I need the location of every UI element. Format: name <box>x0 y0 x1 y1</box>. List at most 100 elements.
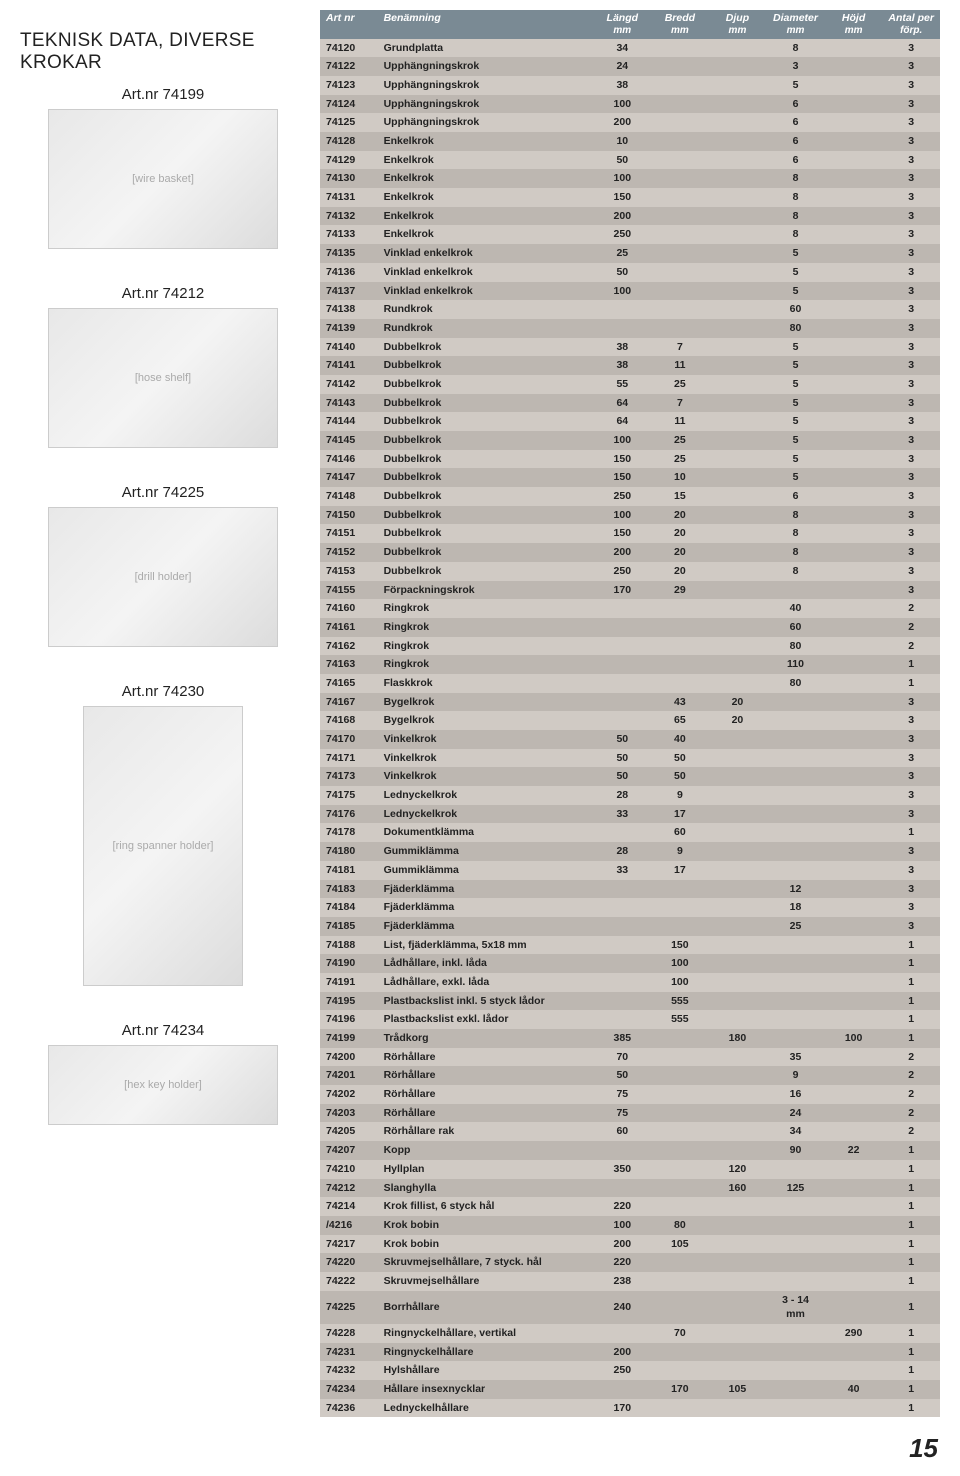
table-cell <box>709 767 767 786</box>
table-cell: Hyllplan <box>378 1160 594 1179</box>
table-cell: 9 <box>651 786 709 805</box>
table-cell <box>825 95 883 114</box>
table-row: 74200Rörhållare70352 <box>320 1048 940 1067</box>
table-cell: Upphängningskrok <box>378 113 594 132</box>
table-cell <box>709 992 767 1011</box>
table-cell <box>825 1179 883 1198</box>
table-cell: 100 <box>594 1216 652 1235</box>
table-cell: 150 <box>594 188 652 207</box>
table-cell <box>709 1291 767 1324</box>
table-cell: 3 <box>882 412 940 431</box>
header-label: Benämning <box>384 12 441 24</box>
table-cell <box>651 1122 709 1141</box>
table-cell: 8 <box>766 562 825 581</box>
table-row: 74225Borrhållare2403 - 14 mm1 <box>320 1291 940 1324</box>
table-cell: 7 <box>651 394 709 413</box>
header-sublabel: mm <box>772 25 819 37</box>
table-cell: 74232 <box>320 1361 378 1380</box>
table-cell: 20 <box>651 524 709 543</box>
table-cell: 74139 <box>320 319 378 338</box>
table-header-cell: Breddmm <box>651 10 709 39</box>
table-cell: 250 <box>594 562 652 581</box>
table-cell: 170 <box>651 1380 709 1399</box>
table-cell: 3 <box>882 300 940 319</box>
table-cell: 25 <box>594 244 652 263</box>
product-caption: Art.nr 74230 <box>20 683 306 700</box>
table-cell <box>766 805 825 824</box>
table-cell <box>651 1253 709 1272</box>
table-row: 74160Ringkrok402 <box>320 599 940 618</box>
table-cell: 3 <box>882 562 940 581</box>
table-cell: 74195 <box>320 992 378 1011</box>
table-cell: 28 <box>594 786 652 805</box>
table-cell: 1 <box>882 954 940 973</box>
table-cell: 80 <box>651 1216 709 1235</box>
table-cell: 74135 <box>320 244 378 263</box>
table-cell: 74212 <box>320 1179 378 1198</box>
table-cell: 50 <box>594 151 652 170</box>
table-cell: 10 <box>651 468 709 487</box>
table-cell <box>651 674 709 693</box>
table-cell: 3 <box>882 487 940 506</box>
table-row: 74234Hållare insexnycklar170105401 <box>320 1380 940 1399</box>
table-cell <box>825 431 883 450</box>
table-cell <box>594 618 652 637</box>
table-cell: Dubbelkrok <box>378 338 594 357</box>
header-label: Bredd <box>665 12 695 24</box>
table-cell: 80 <box>766 674 825 693</box>
table-cell: 50 <box>594 730 652 749</box>
table-cell: 75 <box>594 1104 652 1123</box>
table-cell: 60 <box>594 1122 652 1141</box>
table-cell: 74137 <box>320 282 378 301</box>
table-cell: 20 <box>709 693 767 712</box>
table-cell: 74155 <box>320 581 378 600</box>
table-cell <box>825 880 883 899</box>
table-cell: 180 <box>709 1029 767 1048</box>
table-cell: Dubbelkrok <box>378 450 594 469</box>
table-cell <box>825 842 883 861</box>
table-cell: Ringnyckelhållare <box>378 1343 594 1362</box>
table-cell: 65 <box>651 711 709 730</box>
table-cell: 5 <box>766 412 825 431</box>
table-cell: 64 <box>594 412 652 431</box>
product-image: [wire basket] <box>48 109 278 249</box>
table-cell <box>825 581 883 600</box>
table-cell <box>825 1122 883 1141</box>
table-cell: 1 <box>882 936 940 955</box>
table-cell <box>709 524 767 543</box>
table-cell: 1 <box>882 1253 940 1272</box>
table-cell <box>709 282 767 301</box>
table-cell <box>651 1291 709 1324</box>
table-cell: 22 <box>825 1141 883 1160</box>
table-cell <box>825 39 883 58</box>
table-cell: 74122 <box>320 57 378 76</box>
header-sublabel: mm <box>715 25 761 37</box>
table-cell: 238 <box>594 1272 652 1291</box>
table-cell <box>651 113 709 132</box>
table-cell: Rörhållare <box>378 1085 594 1104</box>
table-cell: Dubbelkrok <box>378 468 594 487</box>
table-cell <box>651 1179 709 1198</box>
table-cell: 1 <box>882 1010 940 1029</box>
table-cell: Enkelkrok <box>378 188 594 207</box>
table-cell <box>651 95 709 114</box>
header-sublabel: mm <box>600 25 646 37</box>
table-cell: 9 <box>651 842 709 861</box>
table-cell: 170 <box>594 1399 652 1418</box>
table-row: 74228Ringnyckelhållare, vertikal702901 <box>320 1324 940 1343</box>
table-cell: 200 <box>594 1343 652 1362</box>
table-cell: 74163 <box>320 655 378 674</box>
table-row: 74181Gummiklämma33173 <box>320 861 940 880</box>
table-cell: 2 <box>882 618 940 637</box>
table-cell <box>825 1104 883 1123</box>
table-cell: 100 <box>651 973 709 992</box>
table-cell: 5 <box>766 394 825 413</box>
table-cell: 5 <box>766 338 825 357</box>
table-cell: Krok bobin <box>378 1216 594 1235</box>
table-row: 74141Dubbelkrok381153 <box>320 356 940 375</box>
table-cell: 60 <box>766 300 825 319</box>
table-row: 74205Rörhållare rak60342 <box>320 1122 940 1141</box>
table-row: 74168Bygelkrok65203 <box>320 711 940 730</box>
table-row: 74123Upphängningskrok3853 <box>320 76 940 95</box>
table-cell: 1 <box>882 823 940 842</box>
